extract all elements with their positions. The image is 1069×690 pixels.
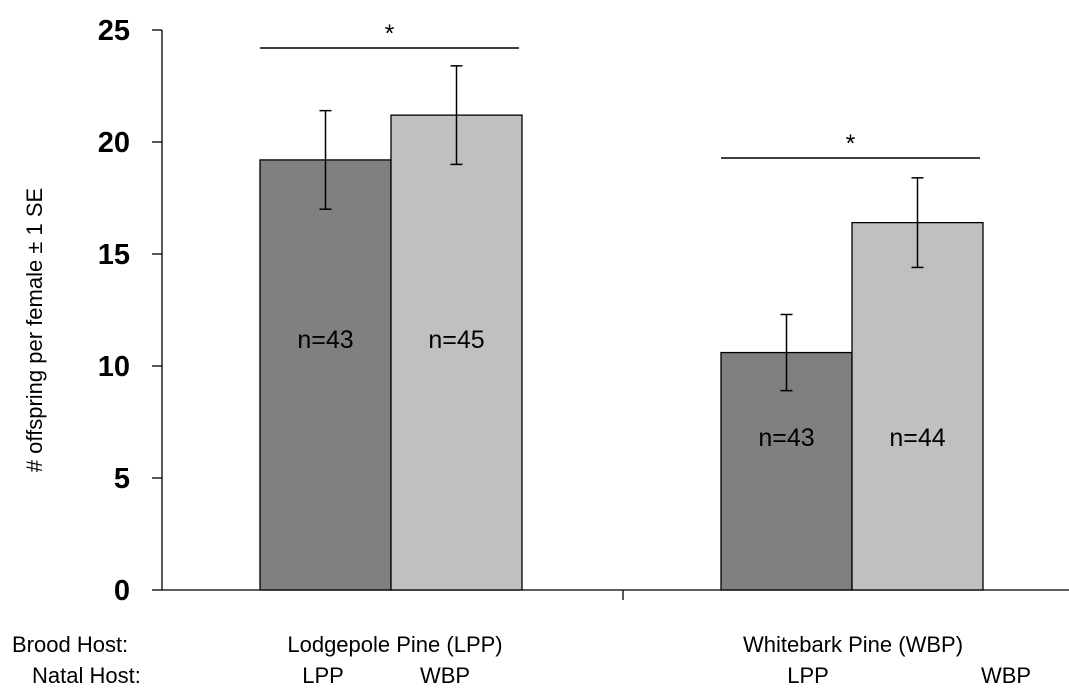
brood-host-label: Whitebark Pine (WBP) <box>743 632 963 657</box>
bars <box>259 65 984 591</box>
significance-marker: * <box>846 130 856 158</box>
brood-host-label: Lodgepole Pine (LPP) <box>287 632 502 657</box>
bar <box>390 114 523 591</box>
y-tick-label: 20 <box>98 127 130 159</box>
y-tick-label: 5 <box>114 463 130 495</box>
bar <box>720 351 853 591</box>
natal-host-label: LPP <box>787 663 829 688</box>
n-label: n=43 <box>758 424 814 452</box>
y-tick-label: 10 <box>98 351 130 383</box>
y-tick-label: 0 <box>114 575 130 607</box>
n-label: n=44 <box>889 424 945 452</box>
n-label: n=45 <box>428 326 484 354</box>
y-tick-label: 25 <box>98 15 130 47</box>
labels: n=43 LPP n=45 WBP * Lodgepole Pine (LPP) n=43 L… <box>12 20 1031 688</box>
bar <box>259 159 392 591</box>
natal-host-row-label: Natal Host: <box>32 663 141 688</box>
natal-host-label: WBP <box>420 663 470 688</box>
bar <box>851 221 984 591</box>
y-tick-label: 15 <box>98 239 130 271</box>
axes: 0 5 10 15 20 25 # offspring per female ± 1 SE <box>22 15 1069 607</box>
n-label: n=43 <box>297 326 353 354</box>
natal-host-label: LPP <box>302 663 344 688</box>
significance-marker: * <box>385 20 395 48</box>
brood-host-row-label: Brood Host: <box>12 632 128 657</box>
natal-host-label: WBP <box>981 663 1031 688</box>
y-axis-title: # offspring per female ± 1 SE <box>22 188 47 472</box>
